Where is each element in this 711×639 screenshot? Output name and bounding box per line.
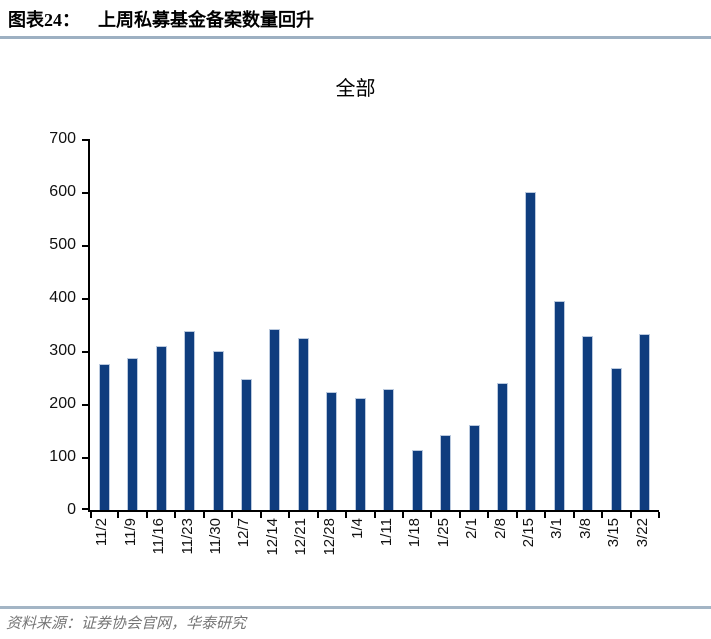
y-axis-tick-label: 600 xyxy=(49,183,76,200)
y-axis-tick-label: 700 xyxy=(49,130,76,147)
bar-11/23 xyxy=(184,331,196,510)
y-axis-tick-label: 200 xyxy=(49,395,76,412)
x-axis-tick-label: 11/23 xyxy=(178,518,196,555)
bar-11/30 xyxy=(212,351,224,510)
x-axis-tick-label: 1/25 xyxy=(434,518,452,548)
y-axis-tick xyxy=(82,298,88,300)
x-axis-tick xyxy=(117,512,120,518)
x-axis-tick-label: 1/4 xyxy=(349,518,367,539)
x-axis-tick xyxy=(373,512,376,518)
bar-11/16 xyxy=(155,345,167,510)
x-axis-tick xyxy=(487,512,490,518)
x-axis-tick xyxy=(231,512,234,518)
x-axis-tick xyxy=(515,512,518,518)
x-axis-tick-label: 1/11 xyxy=(377,518,395,547)
x-axis-tick-label: 11/9 xyxy=(121,518,139,547)
y-axis-tick xyxy=(82,245,88,247)
source-note: 资料来源：证券协会官网，华泰研究 xyxy=(6,616,247,632)
x-axis-tick xyxy=(345,512,348,518)
bar-12/28 xyxy=(326,392,338,510)
x-axis-tick xyxy=(316,512,319,518)
footer-divider-rule xyxy=(0,606,711,609)
x-axis-tick xyxy=(658,512,660,518)
x-axis-tick xyxy=(430,512,433,518)
x-axis-tick xyxy=(174,512,177,518)
figure-number-label: 图表24： xyxy=(8,10,80,30)
x-axis-tick-label: 3/22 xyxy=(633,518,651,548)
x-axis-tick xyxy=(629,512,632,518)
y-axis-tick xyxy=(82,508,88,510)
y-axis-tick-label: 400 xyxy=(49,289,76,306)
x-axis-tick xyxy=(458,512,461,518)
x-axis-tick xyxy=(259,512,262,518)
bar-12/21 xyxy=(297,337,309,510)
bar-3/22 xyxy=(639,333,651,510)
x-axis-tick-label: 2/1 xyxy=(463,518,481,539)
bar-11/2 xyxy=(98,364,110,510)
bar-1/25 xyxy=(440,435,452,510)
y-axis-tick xyxy=(82,404,88,406)
y-axis-tick xyxy=(82,192,88,194)
bar-2/8 xyxy=(497,382,509,510)
bar-chart-plot-area xyxy=(82,139,660,518)
chart-title: 全部 xyxy=(335,78,376,100)
x-axis-tick-label: 2/15 xyxy=(519,518,537,548)
bar-3/1 xyxy=(553,301,565,510)
bar-1/18 xyxy=(411,449,423,510)
x-axis-tick xyxy=(202,512,205,518)
bar-2/15 xyxy=(525,192,537,510)
y-axis-tick-label: 500 xyxy=(49,236,76,253)
bar-1/4 xyxy=(354,398,366,510)
y-axis-tick xyxy=(82,139,88,141)
x-axis-tick-label: 3/1 xyxy=(548,518,566,539)
x-axis-tick-label: 11/30 xyxy=(207,518,225,555)
bar-3/8 xyxy=(582,336,594,510)
x-axis-tick xyxy=(544,512,547,518)
x-axis-tick-label: 11/2 xyxy=(93,518,111,547)
x-axis-tick-label: 12/21 xyxy=(292,518,310,556)
x-axis-tick-label: 12/7 xyxy=(235,518,253,548)
x-axis-tick-label: 3/15 xyxy=(605,518,623,548)
x-axis-tick xyxy=(572,512,575,518)
x-axis-tick-label: 11/16 xyxy=(150,518,168,555)
x-axis-tick xyxy=(401,512,404,518)
figure-title: 上周私募基金备案数量回升 xyxy=(98,10,314,30)
figure-header: 图表24： 上周私募基金备案数量回升 xyxy=(8,6,698,32)
x-axis-tick xyxy=(288,512,291,518)
bar-11/9 xyxy=(127,357,139,510)
bar-12/7 xyxy=(240,379,252,510)
x-axis-tick xyxy=(90,512,92,518)
y-axis-tick-label: 0 xyxy=(67,501,76,518)
bar-3/15 xyxy=(610,367,622,510)
y-axis-tick xyxy=(82,351,88,353)
x-axis-tick-label: 2/8 xyxy=(491,518,509,539)
header-divider-rule xyxy=(0,36,711,39)
bar-2/1 xyxy=(468,425,480,510)
y-axis-tick-label: 300 xyxy=(49,342,76,359)
x-axis-tick xyxy=(601,512,604,518)
x-axis-tick-label: 3/8 xyxy=(576,518,594,539)
x-axis-tick-label: 12/28 xyxy=(320,518,338,556)
x-axis-tick xyxy=(145,512,148,518)
x-axis-tick-label: 12/14 xyxy=(263,518,281,556)
y-axis-tick-label: 100 xyxy=(49,448,76,465)
x-axis-tick-label: 1/18 xyxy=(406,518,424,548)
bar-12/14 xyxy=(269,328,281,510)
bar-1/11 xyxy=(383,388,395,510)
y-axis-tick xyxy=(82,457,88,459)
